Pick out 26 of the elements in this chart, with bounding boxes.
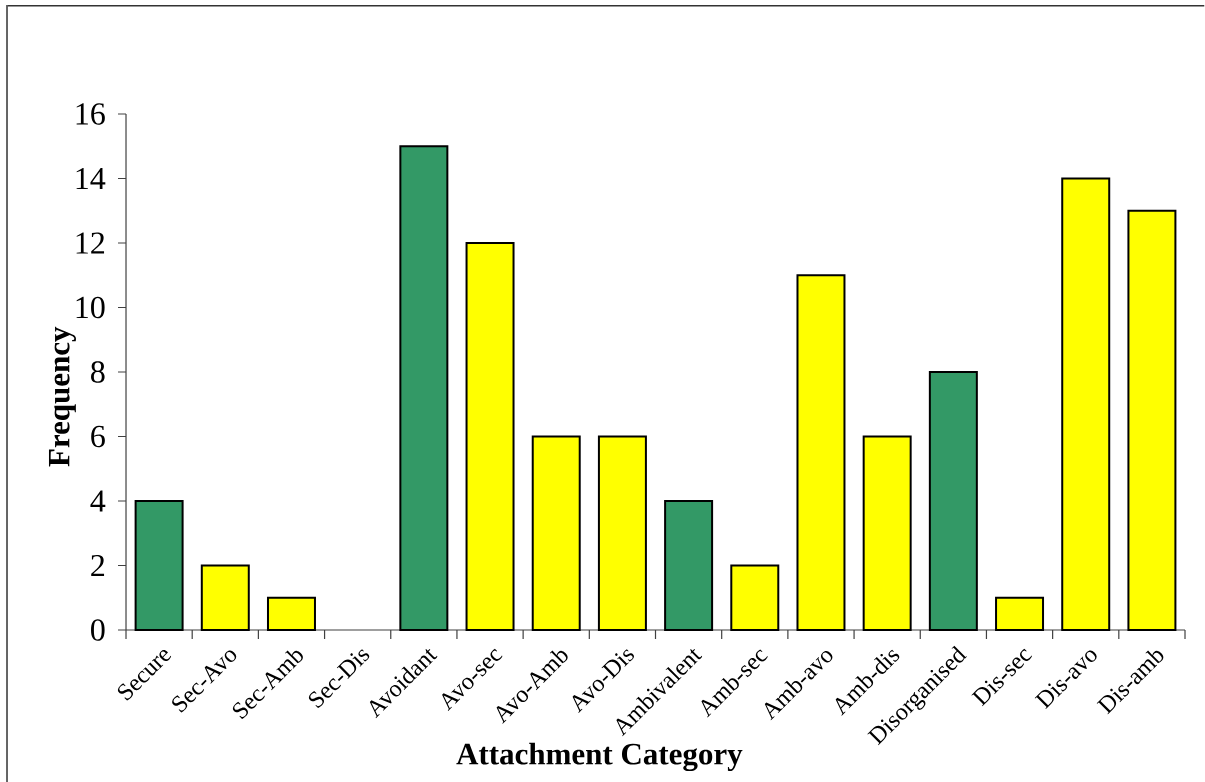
bar	[266, 596, 316, 631]
bar	[200, 564, 250, 631]
y-tick-label: 0	[91, 619, 105, 641]
bar	[796, 274, 846, 631]
bar	[862, 435, 912, 631]
bar	[1127, 209, 1177, 631]
bar	[134, 499, 184, 631]
y-tick-label: 16	[76, 103, 105, 125]
y-axis-title: Frequency	[48, 326, 76, 467]
y-tick-label: 6	[91, 425, 105, 448]
bar	[1061, 177, 1111, 631]
bar	[399, 145, 449, 631]
bar	[664, 499, 714, 631]
y-tick-label: 14	[76, 167, 106, 190]
y-tick-label: 10	[76, 296, 105, 319]
y-tick-label: 4	[90, 490, 106, 512]
y-tick-label: 8	[91, 361, 105, 383]
bar	[995, 596, 1045, 631]
bar	[597, 435, 647, 631]
bar	[531, 435, 581, 631]
bar	[465, 241, 515, 631]
bar	[730, 564, 780, 631]
x-axis-title: Attachment Category	[456, 742, 743, 772]
y-tick-label: 2	[91, 554, 105, 577]
y-tick-label: 12	[76, 232, 105, 254]
bar	[928, 370, 978, 631]
